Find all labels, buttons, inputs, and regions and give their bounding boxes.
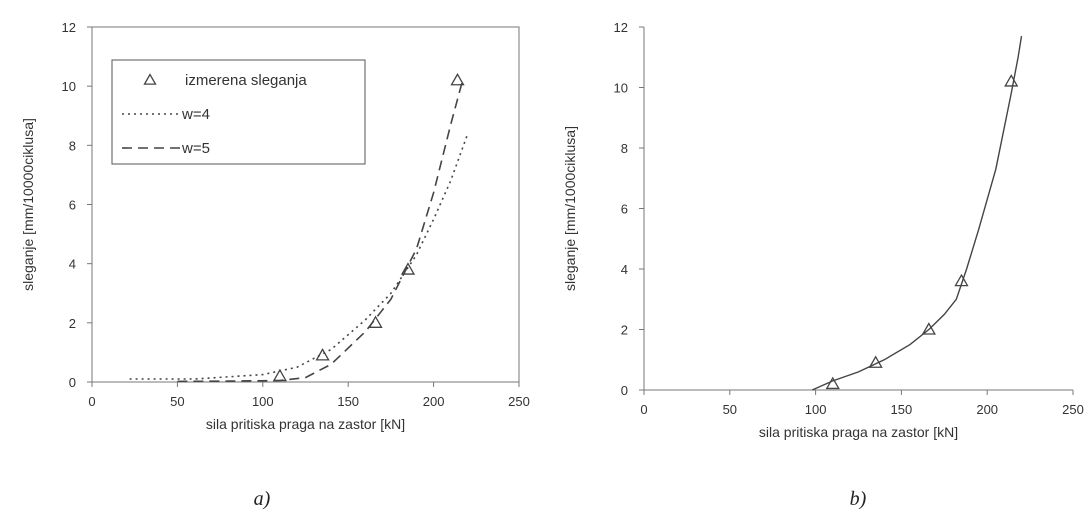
x-tick-label: 250 xyxy=(508,394,530,409)
x-tick-label: 0 xyxy=(88,394,95,409)
legend-marker-triangle xyxy=(143,73,157,85)
y-tick-label: 6 xyxy=(621,202,628,217)
x-axis-label: sila pritiska praga na zastor [kN] xyxy=(206,416,405,432)
x-tick-label: 50 xyxy=(170,394,184,409)
x-axis-label: sila pritiska praga na zastor [kN] xyxy=(759,424,958,440)
legend-box xyxy=(111,59,366,165)
panel-caption: b) xyxy=(850,488,867,510)
series-line-fit xyxy=(811,35,1023,391)
chart-panel-a: 0 50 100 150 200 250 0 2 4 6 8 10 12 sila pritiska pr… xyxy=(20,20,530,510)
y-tick-label: 12 xyxy=(62,20,76,35)
data-point-triangle xyxy=(368,315,383,328)
y-tick-label: 2 xyxy=(69,316,76,331)
legend-label: w=5 xyxy=(181,140,210,157)
legend-label: w=4 xyxy=(181,106,210,123)
data-point-triangle xyxy=(450,72,465,86)
y-axis-label: sleganje [mm/10000ciklusa] xyxy=(20,118,36,291)
chart-panel-b: 0 50 100 150 200 250 0 2 4 6 8 10 12 sila pritiska pr… xyxy=(562,20,1084,510)
y-tick-label: 10 xyxy=(62,79,76,94)
panel-caption: a) xyxy=(254,488,271,510)
y-tick-label: 4 xyxy=(621,262,628,277)
y-tick-label: 8 xyxy=(69,138,76,153)
y-axis-label: sleganje [mm/1000ciklusa] xyxy=(562,126,578,291)
data-point-triangle xyxy=(825,376,840,390)
data-point-triangle xyxy=(1004,74,1019,87)
x-tick-label: 0 xyxy=(640,402,647,417)
y-tick-label: 8 xyxy=(621,141,628,156)
y-tick-label: 4 xyxy=(69,257,76,272)
y-tick-label: 6 xyxy=(69,198,76,213)
legend-label: izmerena sleganja xyxy=(185,72,307,89)
y-tick-label: 0 xyxy=(69,375,76,390)
series-line-w-4 xyxy=(129,133,469,380)
y-tick-label: 2 xyxy=(621,323,628,338)
x-tick-label: 200 xyxy=(423,394,445,409)
x-tick-label: 50 xyxy=(723,402,737,417)
x-tick-label: 150 xyxy=(337,394,359,409)
x-tick-label: 100 xyxy=(252,394,274,409)
x-tick-label: 100 xyxy=(805,402,827,417)
legend: izmerena sleganja w=4 w=5 xyxy=(111,59,366,165)
series-line-w-5 xyxy=(177,80,464,383)
y-tick-label: 10 xyxy=(614,81,628,96)
x-tick-label: 150 xyxy=(891,402,913,417)
data-point-triangle xyxy=(315,348,330,361)
y-tick-label: 0 xyxy=(621,383,628,398)
y-tick-label: 12 xyxy=(614,20,628,35)
x-tick-label: 200 xyxy=(976,402,998,417)
x-tick-label: 250 xyxy=(1062,402,1084,417)
